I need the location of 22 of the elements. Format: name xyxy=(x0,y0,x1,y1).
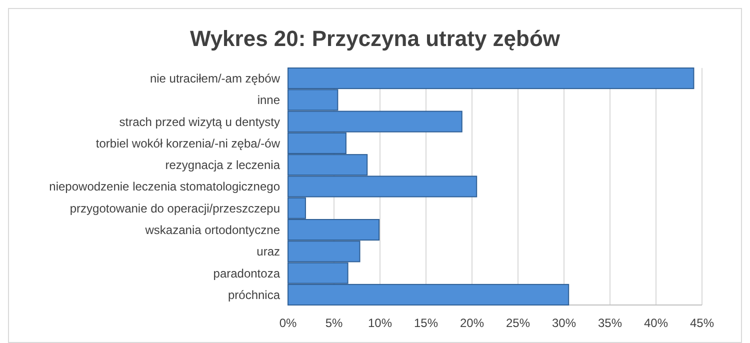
x-tick-label: 20% xyxy=(460,316,484,330)
y-tick-label: inne xyxy=(257,93,280,108)
x-tick-label: 10% xyxy=(368,316,392,330)
x-tick-label: 0% xyxy=(279,316,297,330)
x-tick-label: 30% xyxy=(552,316,576,330)
y-tick-label: niepowodzenie leczenia stomatologicznego xyxy=(49,180,280,194)
y-tick-label: przygotowanie do operacji/przeszczepu xyxy=(70,201,280,216)
y-tick-label: rezygnacja z leczenia xyxy=(165,158,280,172)
x-tick-label: 45% xyxy=(690,316,714,330)
x-tick-label: 35% xyxy=(598,316,622,330)
y-tick-label: próchnica xyxy=(228,288,280,302)
x-tick-label: 5% xyxy=(325,316,343,330)
y-tick-label: strach przed wizytą u dentysty xyxy=(119,114,280,129)
y-tick-label: wskazania ortodontyczne xyxy=(144,222,280,237)
y-tick-label: nie utraciłem/-am zębów xyxy=(150,71,280,86)
y-tick-label: uraz xyxy=(256,244,280,259)
y-tick-label: torbiel wokół korzenia/-ni zęba/-ów xyxy=(96,136,280,150)
x-tick-label: 15% xyxy=(414,316,438,330)
x-tick-label: 40% xyxy=(644,316,668,330)
y-tick-label: paradontoza xyxy=(213,266,280,280)
chart-title: Wykres 20: Przyczyna utraty zębów xyxy=(190,26,561,51)
x-tick-label: 25% xyxy=(506,316,530,330)
